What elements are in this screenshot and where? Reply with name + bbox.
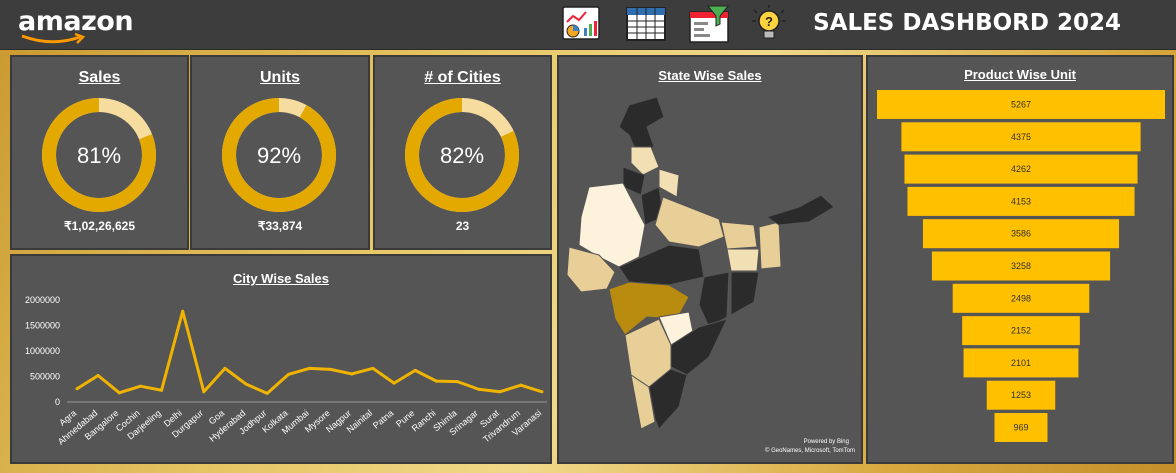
city-sales-point bbox=[455, 380, 459, 384]
city-sales-series-line bbox=[76, 309, 543, 395]
city-sales-point bbox=[160, 388, 164, 392]
product-bar bbox=[994, 413, 1048, 442]
amazon-logo: amazon bbox=[18, 6, 134, 37]
product-bar-label: 2152 bbox=[1011, 326, 1031, 336]
city-sales-point bbox=[75, 387, 79, 391]
city-sales-point bbox=[308, 366, 311, 370]
kpi-title: Sales bbox=[78, 69, 121, 86]
product-bar bbox=[952, 283, 1090, 313]
product-bar bbox=[877, 90, 1165, 119]
amazon-smile-icon bbox=[21, 33, 86, 44]
product-bar bbox=[986, 380, 1056, 410]
product-bar bbox=[922, 219, 1120, 249]
city-sales-point bbox=[202, 390, 206, 394]
product-bar-label: 1253 bbox=[1011, 390, 1031, 400]
y-tick-label: 2000000 bbox=[25, 295, 60, 305]
city-sales-point bbox=[540, 390, 544, 394]
city-sales-point bbox=[223, 366, 227, 370]
kpi-card-cities: # of Cities 82% 23 bbox=[373, 55, 552, 250]
city-chart-title: City Wise Sales bbox=[233, 271, 329, 286]
city-sales-point bbox=[371, 366, 375, 370]
product-unit-panel: Product Wise Unit 5267 4375 4262 4153 3586 32… bbox=[866, 55, 1174, 464]
product-funnel-chart: 5267 4375 4262 4153 3586 3258 2498 2152 2101 1253… bbox=[877, 90, 1165, 442]
map-region-himachal bbox=[630, 146, 660, 176]
state-map-panel: State Wise Sales Powered by Bing bbox=[557, 55, 863, 464]
kpi-card-units: Units 92% ₹33,874 bbox=[190, 55, 370, 250]
city-sales-point bbox=[413, 368, 417, 372]
city-sales-point bbox=[434, 379, 438, 383]
map-region-bihar bbox=[720, 221, 758, 250]
city-sales-point bbox=[286, 372, 290, 376]
kpi-percent: 82% bbox=[440, 143, 484, 168]
city-sales-point bbox=[138, 384, 142, 388]
city-sales-point bbox=[519, 383, 523, 387]
kpi-donut: 82% bbox=[405, 98, 519, 212]
kpi-title: Units bbox=[260, 69, 300, 86]
product-bar-label: 5267 bbox=[1011, 100, 1031, 110]
product-bar bbox=[931, 251, 1111, 281]
city-sales-panel: City Wise Sales 0 500000 1000000 1500000 200… bbox=[10, 254, 552, 464]
map-region-jharkhand bbox=[726, 248, 760, 272]
product-bar-label: 4375 bbox=[1011, 132, 1031, 142]
y-tick-label: 1000000 bbox=[25, 346, 60, 356]
kpi-card-sales: Sales 81% ₹1,02,26,625 bbox=[10, 55, 189, 250]
header-bar: amazon ? SALES DASHBORD 2024 bbox=[0, 0, 1176, 50]
kpi-title: # of Cities bbox=[424, 69, 501, 86]
city-sales-point bbox=[117, 391, 121, 395]
lightbulb-idea-icon[interactable]: ? bbox=[748, 4, 790, 44]
product-bar-label: 3586 bbox=[1011, 229, 1031, 239]
filter-report-icon[interactable] bbox=[688, 4, 730, 44]
city-sales-point bbox=[96, 373, 100, 377]
table-icon[interactable] bbox=[625, 4, 667, 44]
product-bar bbox=[963, 348, 1079, 378]
map-region-gujarat bbox=[566, 246, 616, 293]
city-sales-point bbox=[392, 381, 396, 385]
map-region-tamil-nadu bbox=[648, 368, 688, 430]
city-sales-point bbox=[329, 367, 333, 371]
map-region-uttarakhand bbox=[658, 168, 680, 198]
map-region-jammu-kashmir bbox=[618, 96, 665, 154]
y-tick-label: 0 bbox=[55, 397, 60, 407]
city-sales-line-chart: 0500000100000015000002000000AgraAhmedaba… bbox=[25, 295, 547, 447]
map-region-uttar-pradesh bbox=[654, 196, 725, 248]
product-bar-label: 4262 bbox=[1011, 164, 1031, 174]
map-credit-sources: © GeoNames, Microsoft, TomTom bbox=[765, 447, 855, 454]
city-sales-point bbox=[350, 372, 354, 376]
product-bar-label: 2498 bbox=[1011, 293, 1031, 303]
product-bar bbox=[901, 122, 1141, 152]
product-bar-label: 2101 bbox=[1011, 358, 1031, 368]
x-tick-label: Patna bbox=[371, 408, 395, 431]
city-sales-point bbox=[181, 309, 185, 313]
kpi-percent: 92% bbox=[257, 143, 301, 168]
y-tick-label: 500000 bbox=[30, 372, 60, 382]
kpi-value: ₹1,02,26,625 bbox=[63, 219, 136, 233]
dashboard-title: SALES DASHBORD 2024 bbox=[813, 10, 1121, 36]
city-sales-point bbox=[265, 391, 269, 395]
product-bar bbox=[962, 316, 1080, 346]
city-sales-point bbox=[477, 387, 481, 391]
map-title: State Wise Sales bbox=[658, 68, 762, 83]
y-tick-label: 1500000 bbox=[25, 321, 60, 331]
dashboard-chart-icon[interactable] bbox=[560, 4, 602, 44]
product-chart-title: Product Wise Unit bbox=[964, 67, 1076, 82]
map-region-northeast bbox=[765, 194, 835, 226]
svg-text:?: ? bbox=[765, 14, 773, 29]
map-credit-bing: Powered by Bing bbox=[804, 439, 849, 445]
product-bar-label: 4153 bbox=[1011, 196, 1031, 206]
india-state-map[interactable]: Powered by Bing © GeoNames, Microsoft, T… bbox=[559, 57, 861, 462]
map-region-chhattisgarh bbox=[698, 271, 730, 328]
kpi-value: ₹33,874 bbox=[257, 219, 303, 233]
product-bar bbox=[904, 154, 1138, 184]
kpi-value: 23 bbox=[455, 219, 470, 233]
kpi-donut: 81% bbox=[42, 98, 156, 212]
product-bar bbox=[907, 186, 1135, 216]
product-bar-label: 969 bbox=[1013, 423, 1028, 433]
map-region-odisha bbox=[730, 271, 760, 316]
kpi-donut: 92% bbox=[222, 98, 336, 212]
city-sales-point bbox=[498, 390, 502, 394]
city-sales-point bbox=[244, 382, 248, 386]
kpi-percent: 81% bbox=[77, 143, 121, 168]
map-region-west-bengal bbox=[758, 221, 782, 270]
product-bar-label: 3258 bbox=[1011, 261, 1031, 271]
